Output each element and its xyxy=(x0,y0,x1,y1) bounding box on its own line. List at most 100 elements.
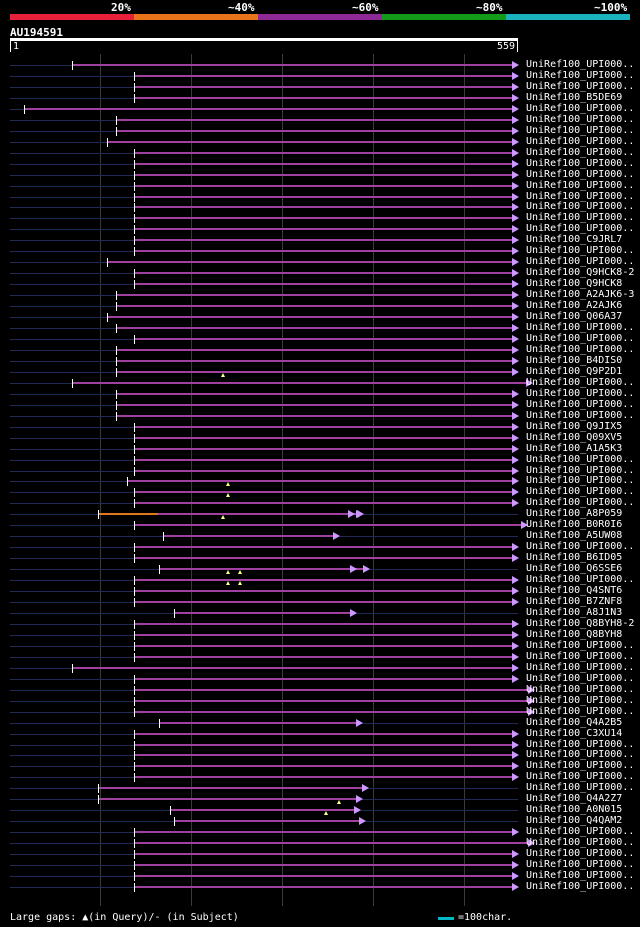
hit-label-link[interactable]: UniRef100_UPI000.. xyxy=(526,749,635,760)
hit-label-link[interactable]: UniRef100_UPI000.. xyxy=(526,147,635,158)
hit-alignment-bar[interactable] xyxy=(116,119,513,121)
hit-alignment-bar[interactable] xyxy=(133,711,530,713)
hit-label-link[interactable]: UniRef100_UPI000.. xyxy=(526,81,635,92)
hit-label-link[interactable]: UniRef100_Q9P2D1 xyxy=(526,366,623,377)
hit-label-link[interactable]: UniRef100_UPI000.. xyxy=(526,377,635,388)
hit-label-link[interactable]: UniRef100_Q4A2B5 xyxy=(526,717,623,728)
hit-label-link[interactable]: UniRef100_A8J1N3 xyxy=(526,607,623,618)
hit-alignment-bar[interactable] xyxy=(133,491,513,493)
hit-label-link[interactable]: UniRef100_A5UW08 xyxy=(526,530,623,541)
hit-alignment-bar[interactable] xyxy=(133,97,513,99)
hit-alignment-bar[interactable] xyxy=(173,612,352,614)
hit-label-link[interactable]: UniRef100_UPI000.. xyxy=(526,103,635,114)
hit-alignment-bar[interactable] xyxy=(107,141,513,143)
hit-alignment-bar[interactable] xyxy=(133,239,513,241)
hit-label-link[interactable]: UniRef100_UPI000.. xyxy=(526,684,635,695)
hit-label-link[interactable]: UniRef100_UPI000.. xyxy=(526,114,635,125)
hit-label-link[interactable]: UniRef100_UPI000.. xyxy=(526,245,635,256)
hit-alignment-bar[interactable] xyxy=(133,437,513,439)
hit-alignment-bar[interactable] xyxy=(133,86,513,88)
hit-alignment-bar[interactable] xyxy=(133,228,513,230)
hit-alignment-bar[interactable] xyxy=(116,130,513,132)
hit-label-link[interactable]: UniRef100_UPI000.. xyxy=(526,191,635,202)
hit-label-link[interactable]: UniRef100_UPI000.. xyxy=(526,826,635,837)
hit-alignment-bar[interactable] xyxy=(71,382,528,384)
hit-label-link[interactable]: UniRef100_A8P059 xyxy=(526,508,623,519)
hit-label-link[interactable]: UniRef100_UPI000.. xyxy=(526,180,635,191)
hit-alignment-bar[interactable] xyxy=(162,535,334,537)
hit-alignment-bar[interactable] xyxy=(133,448,513,450)
hit-label-link[interactable]: UniRef100_UPI000.. xyxy=(526,848,635,859)
hit-alignment-bar[interactable] xyxy=(107,261,513,263)
hit-alignment-bar[interactable] xyxy=(133,174,513,176)
hit-label-link[interactable]: UniRef100_UPI000.. xyxy=(526,881,635,892)
hit-label-link[interactable]: UniRef100_UPI000.. xyxy=(526,760,635,771)
hit-alignment-bar[interactable] xyxy=(23,108,513,110)
hit-alignment-bar[interactable] xyxy=(133,579,513,581)
hit-alignment-bar[interactable] xyxy=(133,645,513,647)
hit-label-link[interactable]: UniRef100_B0R0I6 xyxy=(526,519,623,530)
hit-label-link[interactable]: UniRef100_Q8BYH8-2 xyxy=(526,618,635,629)
hit-alignment-bar[interactable] xyxy=(133,338,513,340)
hit-label-link[interactable]: UniRef100_UPI000.. xyxy=(526,782,635,793)
hit-alignment-bar[interactable] xyxy=(98,787,363,789)
hit-label-link[interactable]: UniRef100_UPI000.. xyxy=(526,465,635,476)
hit-label-link[interactable]: UniRef100_UPI000.. xyxy=(526,673,635,684)
hit-alignment-bar[interactable] xyxy=(107,316,513,318)
hit-label-link[interactable]: UniRef100_UPI000.. xyxy=(526,410,635,421)
hit-label-link[interactable]: UniRef100_A2AJK6-3 xyxy=(526,289,635,300)
hit-alignment-bar[interactable] xyxy=(133,163,513,165)
hit-label-link[interactable]: UniRef100_C9JRL7 xyxy=(526,234,623,245)
hit-alignment-bar[interactable] xyxy=(133,842,530,844)
hit-label-link[interactable]: UniRef100_Q4SNT6 xyxy=(526,585,623,596)
hit-label-link[interactable]: UniRef100_Q9HCK8-2 xyxy=(526,267,635,278)
hit-alignment-bar[interactable] xyxy=(71,667,513,669)
hit-label-link[interactable]: UniRef100_UPI000.. xyxy=(526,212,635,223)
hit-label-link[interactable]: UniRef100_UPI000.. xyxy=(526,169,635,180)
hit-label-link[interactable]: UniRef100_UPI000.. xyxy=(526,322,635,333)
hit-alignment-bar[interactable] xyxy=(133,206,513,208)
hit-alignment-bar[interactable] xyxy=(133,864,513,866)
hit-alignment-bar[interactable] xyxy=(133,250,513,252)
hit-label-link[interactable]: UniRef100_Q06A37 xyxy=(526,311,623,322)
hit-alignment-bar[interactable] xyxy=(133,700,530,702)
hit-alignment-bar[interactable] xyxy=(116,349,513,351)
hit-alignment-bar[interactable] xyxy=(133,853,513,855)
hit-label-link[interactable]: UniRef100_UPI000.. xyxy=(526,136,635,147)
hit-label-link[interactable]: UniRef100_UPI000.. xyxy=(526,344,635,355)
hit-alignment-bar[interactable] xyxy=(173,820,361,822)
hit-alignment-bar[interactable] xyxy=(133,590,513,592)
hit-label-link[interactable]: UniRef100_UPI000.. xyxy=(526,475,635,486)
hit-alignment-bar[interactable] xyxy=(98,513,359,515)
hit-alignment-bar[interactable] xyxy=(133,217,513,219)
hit-label-link[interactable]: UniRef100_UPI000.. xyxy=(526,541,635,552)
hit-alignment-bar[interactable] xyxy=(133,502,513,504)
hit-alignment-bar[interactable] xyxy=(133,733,513,735)
hit-alignment-bar[interactable] xyxy=(169,809,355,811)
hit-label-link[interactable]: UniRef100_UPI000.. xyxy=(526,574,635,585)
hit-alignment-bar[interactable] xyxy=(116,327,513,329)
hit-alignment-bar[interactable] xyxy=(116,404,513,406)
hit-label-link[interactable]: UniRef100_UPI000.. xyxy=(526,771,635,782)
hit-label-link[interactable]: UniRef100_B4DIS0 xyxy=(526,355,623,366)
hit-label-link[interactable]: UniRef100_UPI000.. xyxy=(526,59,635,70)
hit-label-link[interactable]: UniRef100_UPI000.. xyxy=(526,870,635,881)
hit-label-link[interactable]: UniRef100_Q8BYH8 xyxy=(526,629,623,640)
hit-label-link[interactable]: UniRef100_UPI000.. xyxy=(526,223,635,234)
hit-label-link[interactable]: UniRef100_B5DE69 xyxy=(526,92,623,103)
hit-label-link[interactable]: UniRef100_Q9HCK8 xyxy=(526,278,623,289)
hit-alignment-bar[interactable] xyxy=(116,393,513,395)
hit-alignment-bar[interactable] xyxy=(116,415,513,417)
hit-alignment-bar[interactable] xyxy=(98,798,357,800)
hit-alignment-bar[interactable] xyxy=(133,831,513,833)
hit-label-link[interactable]: UniRef100_B6ID05 xyxy=(526,552,623,563)
hit-label-link[interactable]: UniRef100_UPI000.. xyxy=(526,695,635,706)
hit-alignment-bar[interactable] xyxy=(133,656,513,658)
hit-alignment-bar[interactable] xyxy=(133,678,513,680)
hit-alignment-bar[interactable] xyxy=(133,634,513,636)
hit-alignment-bar[interactable] xyxy=(133,524,522,526)
hit-label-link[interactable]: UniRef100_UPI000.. xyxy=(526,388,635,399)
hit-alignment-bar[interactable] xyxy=(133,765,513,767)
hit-alignment-bar[interactable] xyxy=(133,470,513,472)
hit-label-link[interactable]: UniRef100_UPI000.. xyxy=(526,837,635,848)
